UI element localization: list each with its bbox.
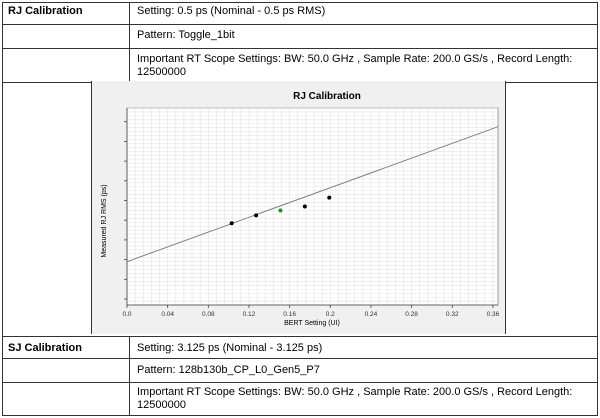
- x-axis-label: BERT Setting (UI): [284, 320, 340, 327]
- rj-row-setting: RJ Calibration Setting: 0.5 ps (Nominal …: [3, 3, 597, 25]
- data-point-measured: [327, 195, 332, 200]
- x-tick-label: 0.08: [202, 311, 215, 318]
- sj-row-scope-settings: Important RT Scope Settings: BW: 50.0 GH…: [3, 383, 597, 415]
- sj-setting-cell: Setting: 3.125 ps (Nominal - 3.125 ps): [130, 337, 597, 358]
- x-tick-label: 0.32: [446, 311, 459, 318]
- sj-scope-settings-text: Important RT Scope Settings: BW: 50.0 GH…: [137, 386, 573, 411]
- x-tick-label: 0.16: [283, 311, 296, 318]
- sj-section-label: SJ Calibration: [8, 342, 82, 354]
- rj-row-pattern: Pattern: Toggle_1bit: [3, 25, 597, 49]
- sj-pattern-text: Pattern: 128b130b_CP_L0_Gen5_P7: [137, 364, 320, 376]
- sj-setting-text: Setting: 3.125 ps (Nominal - 3.125 ps): [137, 342, 323, 354]
- sj-label-cell: SJ Calibration: [3, 337, 130, 358]
- rj-calibration-figure: RJ Calibration 0.0 0.04 0.08 0.12 0.16 0.2 0.2…: [91, 81, 506, 334]
- data-point-measured: [254, 213, 259, 218]
- chart-title: RJ Calibration: [293, 91, 361, 102]
- rj-setting-text: Setting: 0.5 ps (Nominal - 0.5 ps RMS): [137, 5, 326, 17]
- data-point-measured: [229, 221, 234, 226]
- rj-chart-row: [3, 83, 597, 337]
- x-tick-label: 0.2: [326, 311, 335, 318]
- rj-row-scope-settings: Important RT Scope Settings: BW: 50.0 GH…: [3, 49, 597, 83]
- data-point-measured: [302, 204, 307, 209]
- rj-calibration-chart: RJ Calibration 0.0 0.04 0.08 0.12 0.16 0.2 0.2…: [101, 91, 500, 327]
- rj-scope-settings-text: Important RT Scope Settings: BW: 50.0 GH…: [137, 53, 573, 78]
- x-tick-label: 0.28: [405, 311, 418, 318]
- rj-pattern-text: Pattern: Toggle_1bit: [137, 29, 235, 41]
- rj-section-label: RJ Calibration: [8, 5, 83, 17]
- x-tick-label: 0.0: [122, 311, 131, 318]
- x-tick-label: 0.24: [365, 311, 378, 318]
- rj-label-cell: RJ Calibration: [3, 3, 130, 24]
- sj-row-setting: SJ Calibration Setting: 3.125 ps (Nomina…: [3, 337, 597, 359]
- fit-line: [126, 126, 499, 263]
- rj-setting-cell: Setting: 0.5 ps (Nominal - 0.5 ps RMS): [130, 3, 597, 24]
- x-tick-label: 0.12: [243, 311, 256, 318]
- sj-row-pattern: Pattern: 128b130b_CP_L0_Gen5_P7: [3, 359, 597, 383]
- x-tick-label: 0.36: [487, 311, 500, 318]
- data-point-setting: [278, 208, 283, 213]
- y-axis-label: Measured RJ RMS (ps): [101, 184, 108, 257]
- x-tick-label: 0.04: [161, 311, 174, 318]
